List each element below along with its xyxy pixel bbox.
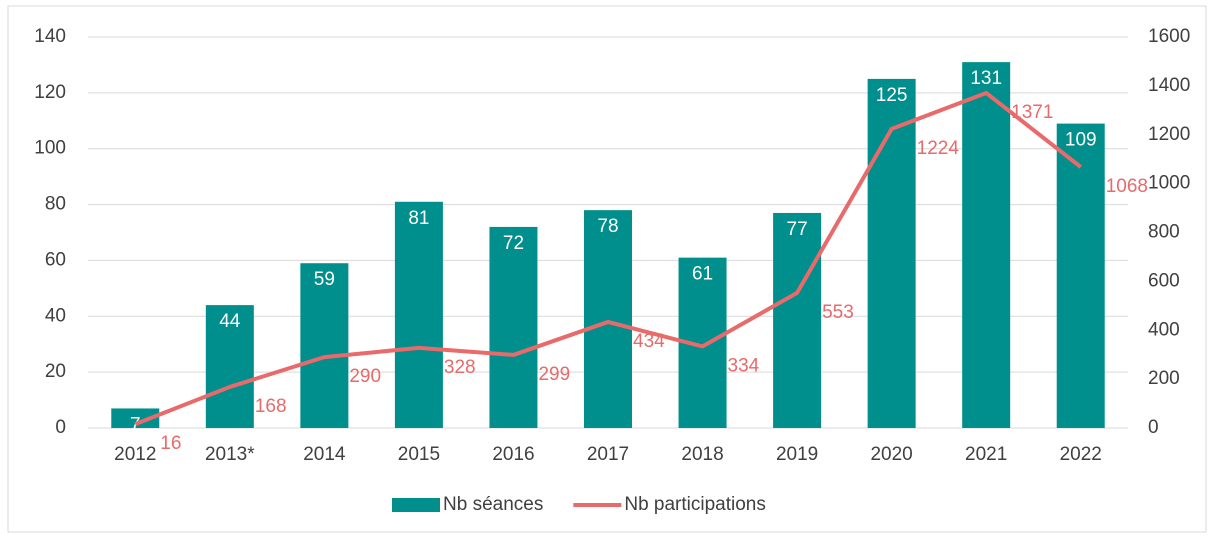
bar-value-label: 61 [692, 264, 713, 285]
bar-value-label: 131 [970, 68, 1002, 89]
bar [773, 212, 822, 428]
x-tick-label: 2016 [492, 444, 534, 465]
bar-value-label: 7 [130, 414, 141, 435]
y2-tick-label: 600 [1148, 270, 1180, 291]
bar-value-label: 44 [219, 311, 241, 332]
legend-label: Nb séances [443, 494, 543, 515]
bar [584, 210, 632, 428]
x-tick-label: 2014 [303, 444, 346, 465]
line [134, 90, 1082, 426]
bar-value-label: 78 [597, 216, 618, 237]
y2-tick-label: 800 [1148, 222, 1180, 243]
x-tick-label: 2013* [205, 444, 255, 465]
y-tick-label: 120 [34, 82, 66, 103]
x-tick-label: 2017 [587, 444, 629, 465]
x-tick-label: 2022 [1060, 444, 1102, 465]
x-tick-label: 2019 [776, 444, 818, 465]
bar-value-label: 81 [408, 208, 429, 229]
y-tick-label: 140 [34, 26, 66, 47]
y2-tick-label: 0 [1148, 417, 1159, 438]
bar [300, 263, 349, 428]
bar-value-label: 109 [1065, 130, 1097, 151]
bar [394, 201, 443, 428]
y-tick-label: 100 [34, 138, 66, 159]
line-value-label: 1068 [1106, 176, 1148, 197]
legend-swatch [392, 498, 440, 512]
bar [489, 226, 538, 428]
line-value-label: 434 [633, 331, 665, 352]
bar [962, 62, 1011, 429]
line-value-label: 299 [538, 364, 570, 385]
y-tick-label: 20 [45, 361, 66, 382]
bar [1056, 123, 1105, 428]
x-tick-label: 2021 [965, 444, 1007, 465]
y-tick-label: 0 [55, 417, 66, 438]
line-value-label: 168 [255, 396, 287, 417]
bar [205, 305, 254, 428]
line-value-label: 334 [728, 355, 760, 376]
y-tick-label: 80 [45, 194, 66, 215]
line-value-label: 328 [444, 357, 476, 378]
legend-label: Nb participations [624, 494, 766, 515]
bar-value-label: 125 [876, 85, 908, 106]
line-value-label: 553 [822, 302, 854, 323]
line-value-label: 1224 [917, 138, 960, 159]
y2-tick-label: 1400 [1148, 75, 1190, 96]
x-tick-label: 2020 [870, 444, 912, 465]
bar-value-label: 59 [314, 269, 335, 290]
y2-tick-label: 1600 [1148, 26, 1190, 47]
x-tick-label: 2018 [681, 444, 723, 465]
line-value-label: 16 [160, 433, 181, 454]
y2-tick-label: 1200 [1148, 124, 1190, 145]
bar [867, 78, 916, 429]
y-tick-label: 60 [45, 249, 66, 270]
x-tick-label: 2015 [398, 444, 440, 465]
y-tick-label: 40 [45, 305, 66, 326]
line-value-label: 1371 [1011, 102, 1053, 123]
x-tick-label: 2012 [114, 444, 156, 465]
y2-tick-label: 1000 [1148, 173, 1190, 194]
bar [111, 408, 160, 428]
line-value-label: 290 [349, 366, 381, 387]
bar-value-label: 72 [503, 233, 524, 254]
bar-value-label: 77 [787, 219, 808, 240]
y2-tick-label: 400 [1148, 319, 1180, 340]
y2-tick-label: 200 [1148, 368, 1180, 389]
